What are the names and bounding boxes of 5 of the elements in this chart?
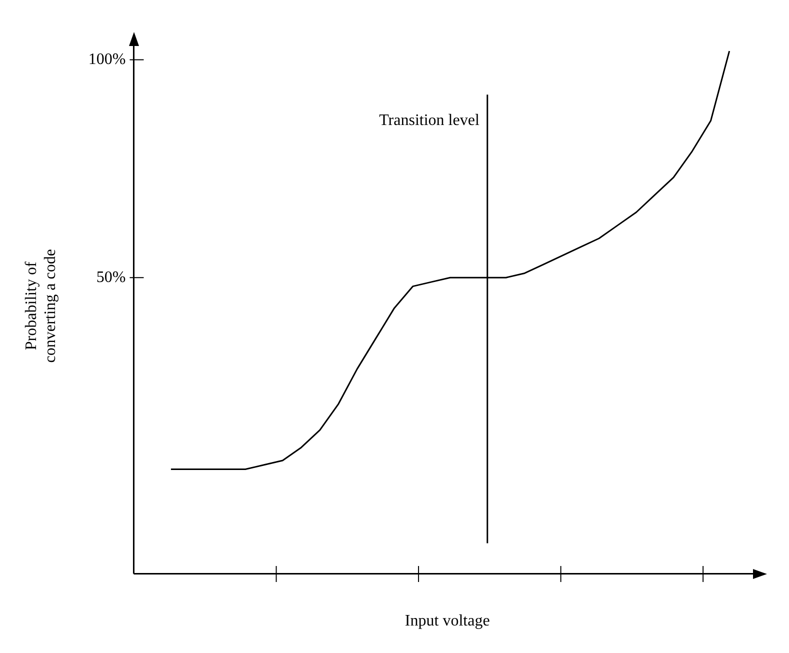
y-tick-label: 50% — [96, 268, 126, 286]
annotation: Transition level — [379, 112, 480, 129]
x-axis-title: Input voltage — [404, 612, 490, 630]
y-tick-label: 100% — [88, 50, 126, 68]
y-axis-title: Probability of converting a code — [22, 249, 60, 363]
